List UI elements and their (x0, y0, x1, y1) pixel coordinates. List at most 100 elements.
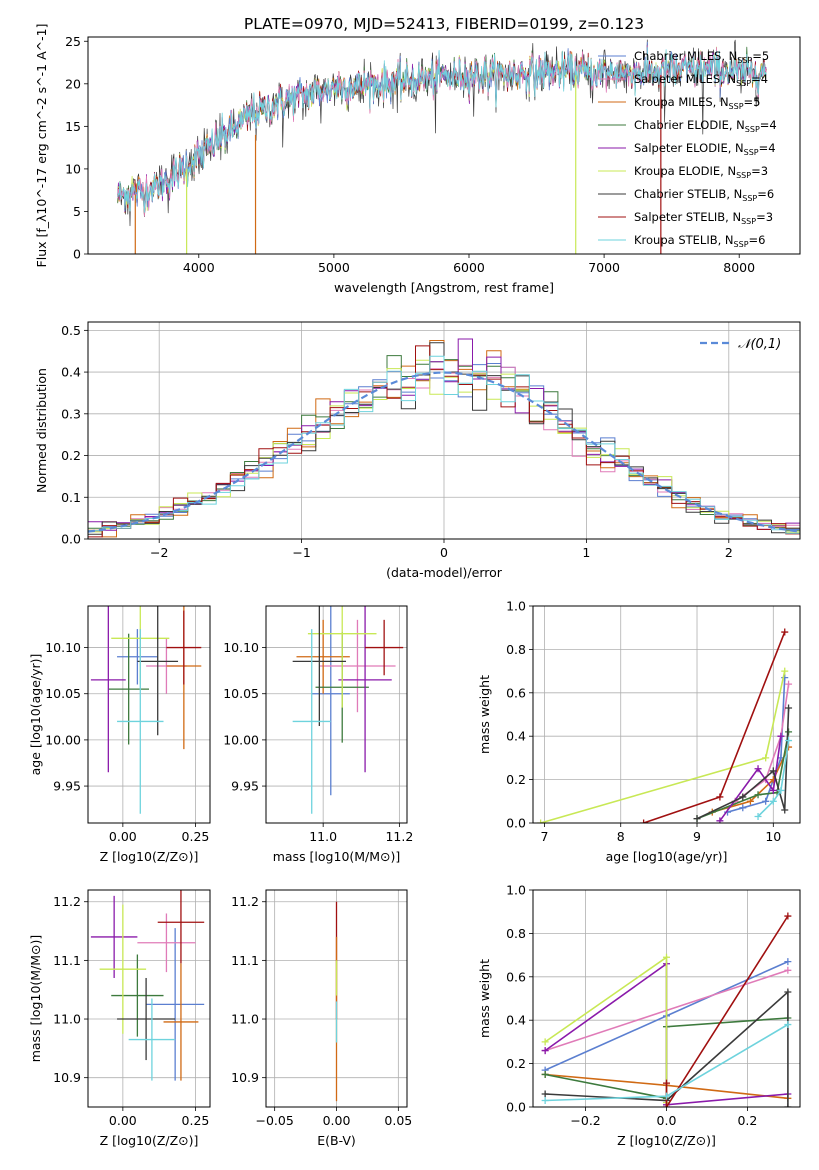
plot-area (90, 606, 202, 814)
legend-label: Salpeter MILES, NSSP=4 (634, 72, 768, 88)
weight-marker (663, 1103, 670, 1107)
y-tick-label: 9.95 (53, 779, 81, 794)
y-tick-label: 11.1 (53, 953, 81, 968)
y-tick-label: 25 (65, 34, 81, 49)
y-axis-label: mass weight (477, 959, 492, 1038)
x-tick-label: 5000 (318, 260, 350, 275)
weight-marker (663, 953, 670, 961)
y-tick-label: 0.0 (61, 532, 81, 547)
x-tick-label: 0.00 (109, 1113, 137, 1128)
x-axis-label: mass [log10(M/M⊙)] (273, 849, 401, 864)
weight-marker (762, 754, 770, 762)
weight-line (696, 707, 790, 820)
panel-mass_vs_ebv: −0.05 0.00 0.05 10.9 11.0 11.1 11.2 E(B-V) (231, 889, 412, 1148)
x-tick-label: 10 (765, 829, 781, 844)
x-axis-label: Z [log10(Z/Z⊙)] (100, 849, 199, 864)
legend-label: Kroupa ELODIE, NSSP=3 (634, 164, 768, 180)
weight-marker (769, 767, 777, 775)
spectrum-line (117, 47, 767, 213)
weight-marker (716, 793, 724, 801)
plot-area (541, 912, 792, 1107)
x-tick-label: 4000 (183, 260, 215, 275)
x-tick-label: 0.05 (384, 1113, 412, 1128)
y-tick-label: 11.1 (231, 953, 259, 968)
weight-marker (663, 1079, 670, 1087)
weight-marker (784, 966, 792, 974)
figure-title: PLATE=0970, MJD=52413, FIBERID=0199, z=0… (244, 15, 644, 33)
weight-line (719, 736, 782, 822)
x-tick-label: −0.2 (570, 1113, 600, 1128)
weight-marker (784, 988, 792, 996)
y-axis-label: Normed distribution (34, 368, 49, 493)
y-axis-label: mass weight (477, 675, 492, 754)
y-tick-label: 11.2 (231, 894, 259, 909)
panels: 4000 5000 6000 7000 80000510152025wavelength… (28, 24, 801, 1148)
panel-residuals: −2 −1 0 1 2 0.0 0.1 0.2 0.3 0.4 0.5 (data-model)/er… (34, 321, 801, 580)
legend-label: Chabrier MILES, NSSP=5 (634, 49, 769, 65)
weight-marker (541, 1096, 549, 1104)
x-tick-label: −0.05 (256, 1113, 294, 1128)
weight-marker (693, 815, 701, 823)
y-tick-label: 10.05 (223, 686, 259, 701)
x-tick-label: 0.25 (182, 829, 210, 844)
weight-marker (781, 674, 789, 682)
x-tick-label: −2 (150, 545, 168, 560)
legend-label: 𝒩(0,1) (738, 337, 781, 352)
plot-area (88, 338, 800, 538)
weight-marker (537, 819, 545, 823)
weight-marker (754, 791, 762, 799)
x-axis-label: age [log10(age/yr)] (606, 849, 728, 864)
y-tick-label: 0.2 (506, 772, 526, 787)
weight-marker (746, 797, 754, 805)
x-axis-label: wavelength [Angstrom, rest frame] (334, 280, 554, 295)
y-tick-label: 10.00 (223, 732, 259, 747)
x-tick-label: 7000 (588, 260, 620, 275)
x-tick-label: 9 (693, 829, 701, 844)
weight-marker (663, 1092, 670, 1100)
y-tick-label: 10.05 (45, 686, 81, 701)
weight-marker (754, 765, 762, 773)
y-tick-label: 0.4 (506, 1013, 526, 1028)
weight-marker (784, 958, 792, 966)
weight-line (757, 740, 790, 818)
y-tick-label: 11.2 (53, 894, 81, 909)
y-tick-label: 10.10 (223, 640, 259, 655)
y-tick-label: 0.3 (61, 406, 81, 421)
weight-marker (541, 1070, 549, 1078)
y-tick-label: 1.0 (506, 599, 526, 614)
y-tick-label: 0 (73, 247, 81, 262)
y-tick-label: 9.95 (231, 779, 259, 794)
normal-reference-curve (88, 371, 800, 533)
weight-marker (784, 1103, 792, 1107)
y-tick-label: 15 (65, 119, 81, 134)
x-tick-label: 1 (582, 545, 590, 560)
y-tick-label: 0.0 (506, 816, 526, 831)
y-tick-label: 11.0 (231, 1012, 259, 1027)
weight-marker (541, 1090, 549, 1098)
y-axis-label: age [log10(age/yr)] (28, 654, 43, 776)
x-tick-label: 0.25 (182, 1113, 210, 1128)
y-tick-label: 0.4 (61, 365, 81, 380)
plot-area (117, 39, 767, 254)
x-tick-label: −1 (292, 545, 310, 560)
y-tick-label: 0.8 (506, 926, 526, 941)
y-tick-label: 10.9 (231, 1070, 259, 1085)
plot-area (292, 606, 404, 814)
y-axis-label: mass [log10(M/M⊙)] (28, 935, 43, 1063)
x-tick-label: 2 (725, 545, 733, 560)
axes-frame (87, 889, 211, 1108)
plot-area (90, 890, 205, 1081)
weight-marker (781, 806, 789, 814)
weight-line (665, 915, 789, 1107)
y-tick-label: 10.9 (53, 1070, 81, 1085)
x-tick-label: 0.2 (737, 1113, 757, 1128)
weight-marker (754, 812, 762, 820)
weight-marker (739, 793, 747, 801)
panel-mass_vs_Z: 0.00 0.25 10.9 11.0 11.1 11.2 Z [log10(Z/Z⊙)] m… (28, 889, 211, 1148)
histogram-step (88, 355, 800, 534)
weight-marker (769, 797, 777, 805)
panel-weight_vs_Z: −0.2 0.0 0.2 0.0 0.2 0.4 0.6 0.8 1.0 Z [log10(Z/Z… (477, 883, 801, 1148)
panel-spectrum: 4000 5000 6000 7000 8000 0 5 10 15 20 25 wavelength… (34, 24, 801, 295)
weight-marker (777, 786, 785, 794)
